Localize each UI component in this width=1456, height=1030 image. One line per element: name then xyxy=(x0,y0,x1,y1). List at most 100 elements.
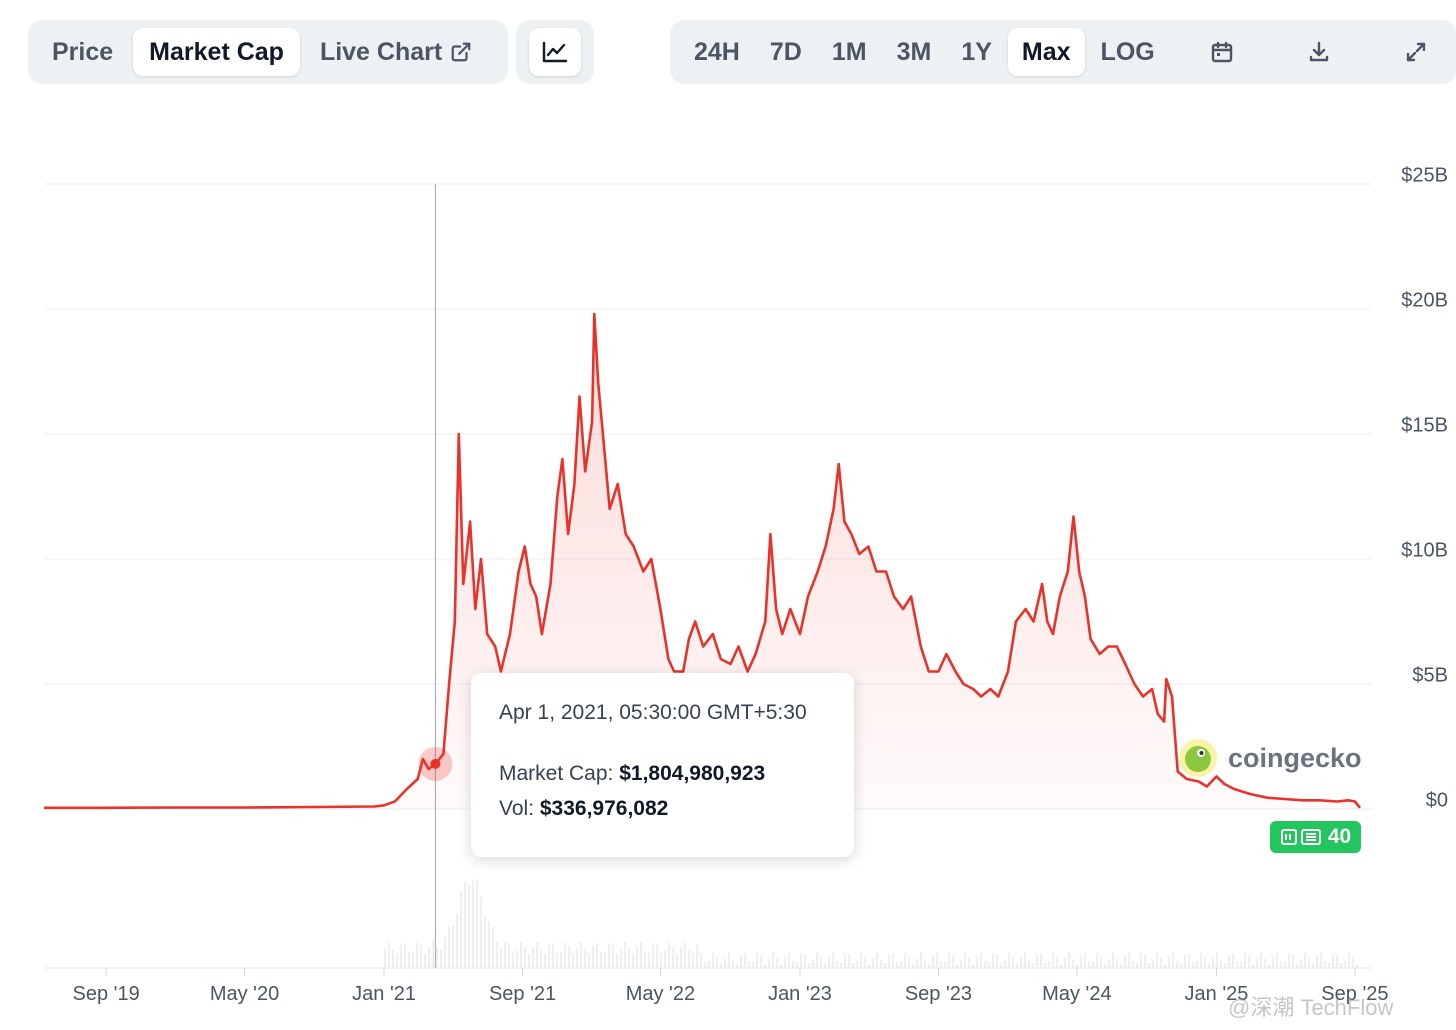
calendar-button[interactable] xyxy=(1183,28,1262,76)
y-tick-label: $25B xyxy=(1401,164,1448,186)
volume-bar xyxy=(1032,963,1035,968)
volume-bar xyxy=(864,956,867,968)
volume-bar xyxy=(384,948,387,968)
range-24h[interactable]: 24H xyxy=(694,38,740,66)
volume-bar xyxy=(1236,962,1239,968)
volume-bar xyxy=(1168,956,1171,968)
x-tick-label: Sep '19 xyxy=(72,983,139,1005)
tab-live-chart[interactable]: Live Chart xyxy=(304,28,488,76)
volume-bar xyxy=(988,962,991,968)
volume-bar xyxy=(904,952,907,968)
volume-bar xyxy=(1076,963,1079,968)
volume-bar xyxy=(1264,958,1267,968)
volume-bar xyxy=(1304,952,1307,968)
volume-bar xyxy=(580,942,583,968)
volume-bar xyxy=(676,953,679,968)
volume-bar xyxy=(560,951,563,968)
tab-market-cap[interactable]: Market Cap xyxy=(133,28,300,76)
log-scale-toggle[interactable]: LOG xyxy=(1100,38,1155,66)
x-tick-label: Jan '25 xyxy=(1185,983,1249,1005)
download-button[interactable] xyxy=(1280,28,1359,76)
volume-bar xyxy=(592,945,595,968)
range-max[interactable]: Max xyxy=(1007,28,1085,76)
volume-bar xyxy=(1280,961,1283,968)
volume-bar xyxy=(1296,963,1299,968)
volume-bar xyxy=(852,962,855,968)
volume-bar xyxy=(1044,962,1047,968)
range-1m[interactable]: 1M xyxy=(831,38,867,66)
fullscreen-button[interactable] xyxy=(1377,28,1456,76)
volume-bar xyxy=(1124,955,1127,968)
volume-bar xyxy=(768,958,771,968)
volume-bar xyxy=(776,958,779,968)
volume-bar xyxy=(704,962,707,968)
volume-bar xyxy=(1324,960,1327,968)
volume-bar xyxy=(1072,959,1075,968)
volume-bar xyxy=(644,951,647,968)
y-axis: $25B $20B $15B $10B $5B $0 xyxy=(1401,164,1448,811)
volume-bar xyxy=(1008,952,1011,968)
line-chart-button[interactable] xyxy=(529,28,581,76)
volume-bar xyxy=(532,947,535,968)
corner-watermark: @深潮 TechFlow xyxy=(1228,995,1394,1020)
volume-bar xyxy=(828,956,831,968)
volume-bar xyxy=(604,952,607,968)
volume-bar xyxy=(484,916,487,968)
volume-bar xyxy=(468,884,471,968)
volume-bar xyxy=(980,952,983,968)
volume-bar xyxy=(952,955,955,968)
volume-bar xyxy=(564,942,567,968)
volume-bar xyxy=(1020,957,1023,968)
volume-bar xyxy=(540,949,543,968)
volume-bar xyxy=(1284,962,1287,968)
volume-bar xyxy=(848,954,851,968)
volume-bar xyxy=(796,962,799,968)
volume-bar xyxy=(528,953,531,968)
line-chart-icon xyxy=(542,41,568,63)
volume-bar xyxy=(1180,963,1183,968)
volume-bar xyxy=(996,954,999,968)
volume-bar xyxy=(600,951,603,968)
volume-bar xyxy=(820,957,823,968)
volume-bar xyxy=(972,963,975,968)
volume-bar xyxy=(660,953,663,968)
volume-bar xyxy=(628,948,631,968)
volume-bar xyxy=(472,880,475,968)
range-toolbar: 24H 7D 1M 3M 1Y Max LOG xyxy=(670,20,1456,84)
coingecko-logo-icon xyxy=(1179,739,1217,777)
volume-bar xyxy=(1348,952,1351,968)
volume-bar xyxy=(556,952,559,968)
range-3m[interactable]: 3M xyxy=(896,38,932,66)
range-7d[interactable]: 7D xyxy=(769,38,802,66)
volume-bar xyxy=(396,953,399,968)
volume-bar xyxy=(464,881,467,968)
volume-bar xyxy=(400,945,403,968)
volume-bar xyxy=(824,963,827,968)
x-tick-label: May '20 xyxy=(210,983,279,1005)
volume-bar xyxy=(1096,952,1099,968)
newspaper-icon xyxy=(1280,829,1321,845)
volume-bar xyxy=(500,948,503,968)
volume-bar xyxy=(812,959,815,968)
volume-bar xyxy=(844,954,847,968)
volume-bars xyxy=(384,879,1359,968)
volume-bar xyxy=(548,944,551,968)
volume-bar xyxy=(388,942,391,968)
volume-bar xyxy=(1056,956,1059,968)
volume-bar xyxy=(404,943,407,968)
tab-price[interactable]: Price xyxy=(52,38,114,66)
volume-bar xyxy=(732,959,735,968)
volume-bar xyxy=(440,949,443,968)
volume-bar xyxy=(696,944,699,968)
y-tick-label: $5B xyxy=(1412,664,1448,686)
volume-bar xyxy=(1108,959,1111,968)
volume-bar xyxy=(680,947,683,968)
volume-bar xyxy=(1276,952,1279,968)
news-badge[interactable]: 40 xyxy=(1270,821,1361,853)
hover-marker xyxy=(430,758,441,769)
volume-bar xyxy=(1288,953,1291,968)
range-1y[interactable]: 1Y xyxy=(961,38,992,66)
market-cap-area xyxy=(44,314,1360,809)
volume-bar xyxy=(1068,952,1071,968)
